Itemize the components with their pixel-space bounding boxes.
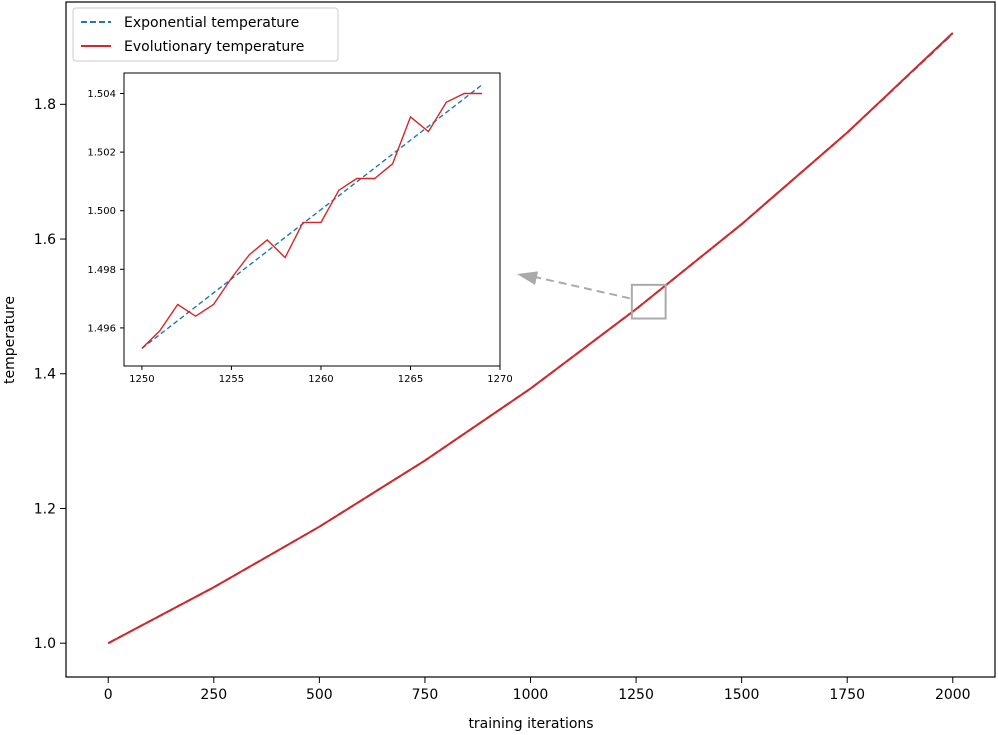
main-x-tick-label: 1250 [618, 687, 654, 703]
main-y-tick-label: 1.0 [34, 636, 56, 652]
inset-y-tick-label: 1.502 [87, 148, 116, 159]
main-y-tick-label: 1.6 [34, 232, 56, 248]
inset-series-line-evolutionary [141, 92, 483, 349]
inset-y-tick-label: 1.500 [87, 206, 116, 217]
legend-box [72, 7, 339, 62]
inset-y-ticks: 1.496 1.498 1.500 1.502 1.504 [87, 89, 124, 334]
main-y-tick-label: 1.4 [34, 367, 56, 383]
legend-label-exponential: Exponential temperature [124, 15, 299, 31]
inset-x-ticks: 1250 1255 1260 1265 1270 [129, 366, 513, 385]
zoom-arrow-line [532, 275, 631, 300]
main-x-tick-label: 750 [412, 687, 439, 703]
main-x-tick-label: 500 [306, 687, 333, 703]
zoom-arrow [517, 271, 631, 300]
main-x-tick-label: 1750 [829, 687, 865, 703]
inset-plot: 1250 1255 1260 1265 1270 1.496 1.498 1.500 1.50… [87, 72, 513, 385]
main-y-tick-label: 1.8 [34, 97, 56, 113]
main-y-tick-label: 1.2 [34, 501, 56, 517]
main-y-ticks: 1.0 1.2 1.4 1.6 1.8 [34, 97, 66, 652]
inset-y-tick-label: 1.498 [87, 265, 116, 276]
main-x-tick-label: 0 [104, 687, 113, 703]
inset-y-tick-label: 1.504 [87, 89, 116, 100]
inset-x-tick-label: 1250 [129, 374, 154, 385]
inset-x-tick-label: 1270 [487, 374, 512, 385]
inset-x-tick-label: 1260 [308, 374, 333, 385]
inset-x-tick-label: 1265 [398, 374, 423, 385]
zoom-arrow-head [517, 271, 539, 286]
main-x-tick-label: 250 [200, 687, 227, 703]
zoom-box [630, 283, 667, 320]
inset-plot-frame [123, 72, 501, 367]
inset-plot-background [124, 73, 500, 366]
main-x-ticks: 0 250 500 750 1000 1250 1500 1750 2000 [104, 677, 971, 703]
y-axis-label: temperature [2, 296, 18, 384]
main-x-tick-label: 1500 [724, 687, 760, 703]
inset-series-group [141, 84, 483, 349]
main-series-group [107, 32, 954, 645]
x-axis-label: training iterations [468, 716, 593, 732]
main-x-tick-label: 2000 [935, 687, 971, 703]
main-plot-frame [65, 1, 996, 678]
legend-label-evolutionary: Evolutionary temperature [124, 39, 304, 55]
legend: Exponential temperature Evolutionary tem… [72, 7, 339, 62]
main-series-line-evolutionary [107, 32, 954, 645]
inset-x-tick-label: 1255 [219, 374, 244, 385]
inset-y-tick-label: 1.496 [87, 323, 116, 334]
main-x-tick-label: 1000 [513, 687, 549, 703]
